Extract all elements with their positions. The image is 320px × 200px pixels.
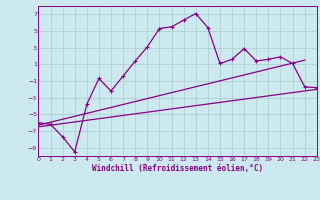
X-axis label: Windchill (Refroidissement éolien,°C): Windchill (Refroidissement éolien,°C) [92, 164, 263, 173]
